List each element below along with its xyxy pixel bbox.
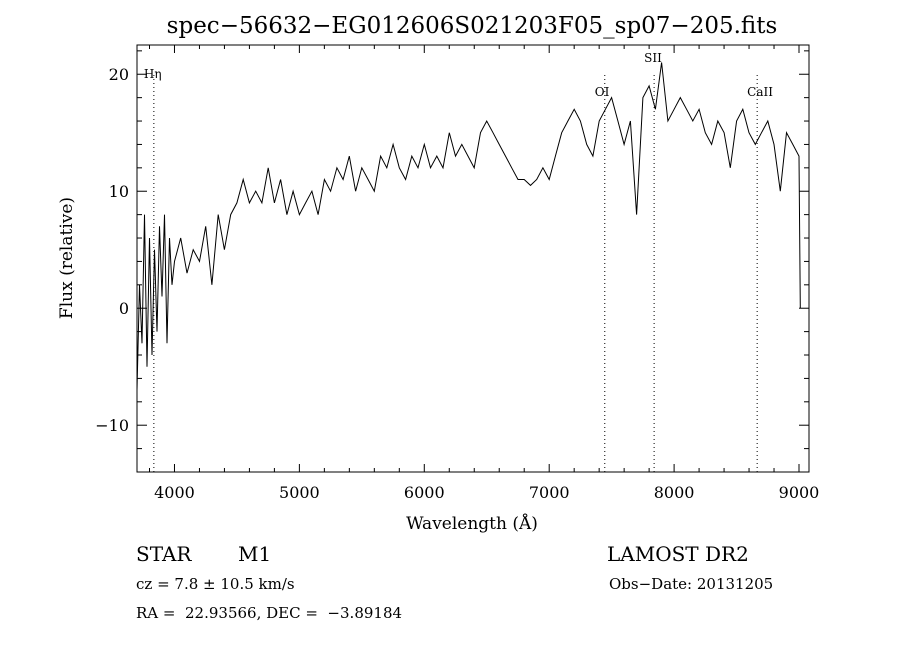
y-axis-label: Flux (relative) xyxy=(57,197,77,319)
chart-title: spec−56632−EG012606S021203F05_sp07−205.f… xyxy=(167,13,778,39)
x-tick-label: 9000 xyxy=(779,483,820,502)
x-axis-label: Wavelength (Å) xyxy=(406,513,538,534)
y-tick-label: 10 xyxy=(109,182,129,201)
y-tick-label: −10 xyxy=(95,416,129,435)
spectrum-line xyxy=(136,62,801,391)
line-marker-label: OI xyxy=(595,85,610,99)
object-subclass: M1 xyxy=(238,542,272,566)
spectral-line-markers: Hη OI SII CaII xyxy=(144,51,773,472)
plot-frame xyxy=(136,44,810,473)
line-marker-label: SII xyxy=(644,51,662,65)
redshift-line: cz = 7.8 ± 10.5 km/s xyxy=(136,575,295,593)
axis-tick-labels: 4000 5000 6000 7000 8000 9000 −10 0 10 20 xyxy=(95,65,819,502)
x-tick-label: 4000 xyxy=(154,483,195,502)
obs-date-line: Obs−Date: 20131205 xyxy=(609,575,774,593)
axis-ticks xyxy=(137,45,809,472)
x-tick-label: 6000 xyxy=(404,483,445,502)
y-tick-label: 0 xyxy=(119,299,129,318)
line-marker-label: CaII xyxy=(747,85,773,99)
x-tick-label: 8000 xyxy=(654,483,695,502)
object-class: STAR xyxy=(136,542,192,566)
survey-name: LAMOST DR2 xyxy=(607,542,749,566)
x-tick-label: 7000 xyxy=(529,483,570,502)
coordinates-line: RA = 22.93566, DEC = −3.89184 xyxy=(136,604,403,622)
x-tick-label: 5000 xyxy=(279,483,320,502)
line-marker-label: Hη xyxy=(144,67,162,81)
y-tick-label: 20 xyxy=(109,65,129,84)
